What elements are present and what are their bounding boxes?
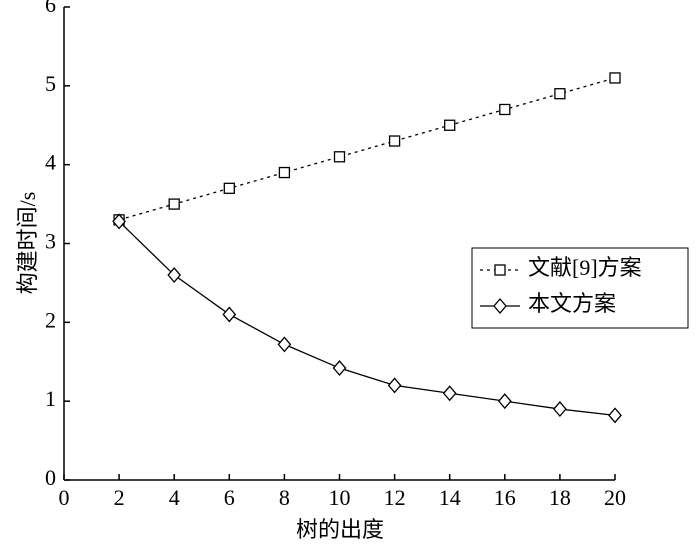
data-point [553, 401, 567, 418]
y-axis-label: 构建时间/s [15, 192, 40, 295]
y-tick-label: 4 [45, 150, 56, 175]
data-point [499, 103, 511, 116]
x-tick-label: 0 [59, 485, 70, 510]
series-line [118, 77, 616, 221]
data-point [497, 393, 512, 410]
data-point [444, 119, 456, 131]
y-tick-label: 3 [45, 229, 56, 254]
data-point [609, 72, 621, 84]
x-tick-label: 20 [604, 485, 626, 510]
data-point [167, 267, 182, 284]
data-point [442, 385, 457, 402]
data-point [332, 360, 347, 377]
data-point [222, 306, 237, 323]
x-tick-label: 12 [384, 485, 406, 510]
x-tick-label: 2 [114, 485, 125, 510]
data-point [388, 135, 401, 147]
data-point [608, 407, 622, 424]
data-point [278, 166, 291, 179]
x-tick-label: 6 [224, 485, 235, 510]
data-point [554, 88, 566, 100]
legend-marker [493, 298, 507, 314]
x-axis-label: 树的出度 [296, 517, 384, 542]
x-tick-label: 8 [279, 485, 290, 510]
legend-box [471, 247, 689, 329]
data-point [333, 151, 346, 163]
legend-marker [494, 264, 506, 276]
data-point [277, 336, 292, 353]
data-point [223, 182, 235, 194]
y-tick-label: 2 [45, 307, 56, 332]
y-tick-label: 0 [45, 465, 56, 490]
data-point [387, 377, 402, 394]
y-tick-label: 6 [45, 0, 56, 17]
y-tick-label: 1 [45, 386, 56, 411]
series-line [118, 220, 616, 417]
y-tick-label: 5 [45, 71, 56, 96]
x-tick-label: 10 [329, 485, 351, 510]
x-tick-label: 18 [549, 485, 571, 510]
data-point [168, 198, 180, 210]
data-point [112, 213, 126, 230]
legend-label: 本文方案 [528, 291, 616, 316]
x-tick-label: 4 [169, 485, 180, 510]
x-tick-label: 16 [494, 485, 516, 510]
x-tick-label: 14 [439, 485, 461, 510]
legend-label: 文献[9]方案 [528, 255, 642, 280]
